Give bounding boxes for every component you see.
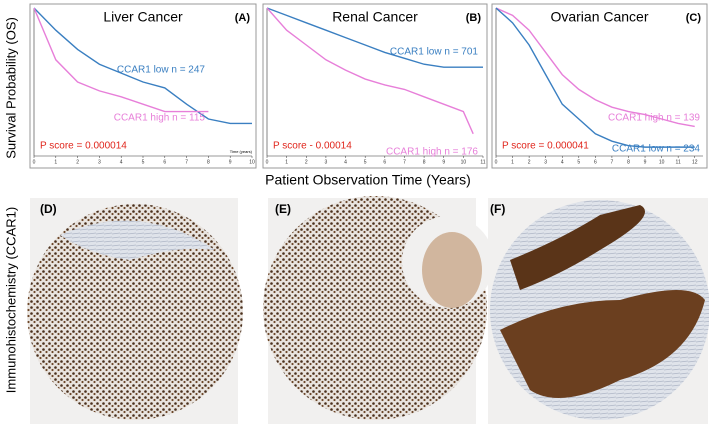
x-tick-label: 6 [383,159,386,165]
ihc-label: Immunohistochemistry (CCAR1) [3,207,18,393]
y-axis-label: Survival Probability (OS) [3,17,18,159]
x-tick-label: 4 [561,159,564,165]
p-score: P score = 0.000041 [502,141,589,152]
time-label: Time (years) [230,149,253,154]
x-tick-label: 10 [249,159,255,165]
panel-frame [29,3,257,169]
panel-label: (E) [275,202,291,216]
x-tick-label: 7 [611,159,614,165]
x-tick-label: 5 [577,159,580,165]
tissue-fragment [422,232,482,308]
x-tick-label: 10 [659,159,665,165]
chart-title: Renal Cancer [332,9,418,25]
survival-curve [266,7,474,135]
chart-title: Ovarian Cancer [550,9,648,25]
series-label: CCAR1 low n = 247 [117,65,206,76]
survival-curve [33,7,252,125]
series-label: CCAR1 low n = 234 [612,144,701,155]
panel-frame [262,3,488,169]
stroma [60,220,215,260]
survival-curve [495,7,695,148]
x-tick-label: 7 [185,159,188,165]
x-tick-label: 8 [207,159,210,165]
series-label: CCAR1 high n = 139 [608,113,700,124]
x-tick-label: 1 [54,159,57,165]
x-tick-label: 9 [442,159,445,165]
x-tick-label: 0 [266,159,269,165]
x-tick-label: 1 [285,159,288,165]
panel-label: (D) [40,202,57,216]
survival-curve [495,7,695,128]
x-tick-label: 3 [98,159,101,165]
panel-label: (A) [235,12,251,24]
panel-label: (F) [490,202,505,216]
panel-label: (C) [686,12,702,24]
x-tick-label: 6 [594,159,597,165]
series-label: CCAR1 high n = 176 [386,147,478,158]
p-score: P score - 0.00014 [273,141,352,152]
panel-frame [491,3,708,169]
x-tick-label: 6 [163,159,166,165]
x-tick-label: 0 [495,159,498,165]
x-tick-label: 2 [528,159,531,165]
x-tick-label: 9 [229,159,232,165]
x-tick-label: 12 [692,159,698,165]
x-tick-label: 5 [142,159,145,165]
survival-curve [33,7,209,113]
x-tick-label: 7 [403,159,406,165]
x-axis-label: Patient Observation Time (Years) [265,172,471,188]
x-tick-label: 0 [33,159,36,165]
x-tick-label: 3 [544,159,547,165]
chart-title: Liver Cancer [103,9,183,25]
x-tick-label: 1 [511,159,514,165]
series-label: CCAR1 high n = 115 [114,113,206,124]
tissue-core [27,204,243,420]
x-tick-label: 8 [423,159,426,165]
x-tick-label: 4 [344,159,347,165]
x-tick-label: 3 [325,159,328,165]
x-tick-label: 9 [644,159,647,165]
tumor-region [510,205,645,290]
p-score: P score = 0.000014 [40,141,127,152]
x-tick-label: 8 [627,159,630,165]
series-label: CCAR1 low n = 701 [390,47,479,58]
x-tick-label: 11 [676,159,681,165]
x-tick-label: 2 [76,159,79,165]
x-tick-label: 4 [120,159,123,165]
x-tick-label: 2 [305,159,308,165]
survival-curve [266,7,483,68]
x-tick-label: 5 [364,159,367,165]
tumor-region [500,290,705,398]
x-tick-label: 11 [480,159,485,165]
panel-label: (B) [466,12,482,24]
x-tick-label: 10 [461,159,467,165]
